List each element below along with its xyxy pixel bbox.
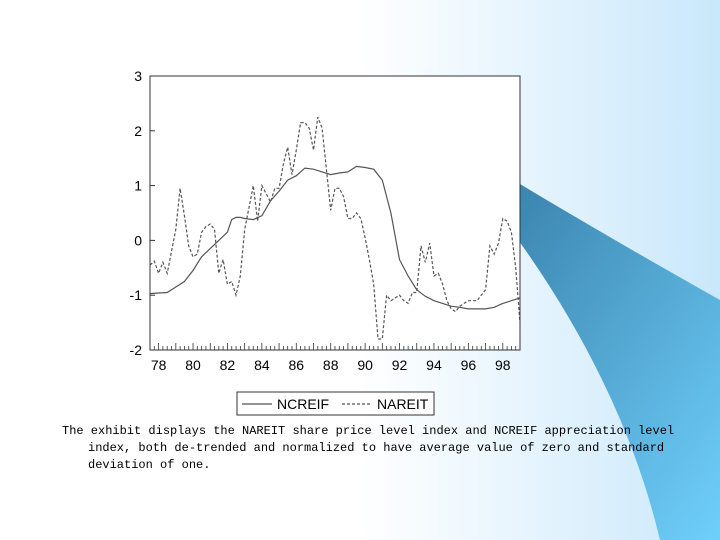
- y-tick-label: 2: [134, 123, 142, 139]
- legend-label-nareit: NAREIT: [377, 396, 429, 412]
- plot-area: [150, 76, 520, 350]
- y-tick-label: -1: [130, 287, 143, 303]
- x-axis: 78 80 82 84 86 88 90 92 94 96 98: [149, 343, 521, 373]
- x-tick-label: 88: [323, 357, 339, 373]
- y-tick-label: -2: [130, 342, 143, 358]
- legend-box: [236, 391, 435, 416]
- x-tick-label: 84: [254, 357, 270, 373]
- x-tick-label: 78: [151, 357, 167, 373]
- x-tick-label: 90: [357, 357, 373, 373]
- decorative-swoosh: [428, 128, 720, 540]
- x-tick-label: 92: [392, 357, 408, 373]
- y-tick-label: 3: [134, 68, 142, 84]
- x-tick-label: 96: [461, 357, 477, 373]
- series-line-nareit: [149, 116, 521, 340]
- x-tick-label: 86: [288, 357, 304, 373]
- legend: NCREIF NAREIT: [236, 391, 435, 416]
- y-tick-label: 0: [134, 232, 142, 248]
- x-tick-label: 80: [185, 357, 201, 373]
- legend-label-ncreif: NCREIF: [277, 396, 329, 412]
- caption-text: The exhibit displays the NAREIT share pr…: [62, 424, 675, 472]
- y-tick-label: 1: [134, 178, 142, 194]
- y-axis: 3 2 1 0 -1 -2: [130, 68, 155, 358]
- series-line-ncreif: [149, 165, 521, 310]
- x-tick-label: 94: [426, 357, 442, 373]
- x-tick-label: 98: [495, 357, 511, 373]
- series-layer: [149, 116, 521, 340]
- x-tick-label: 82: [220, 357, 236, 373]
